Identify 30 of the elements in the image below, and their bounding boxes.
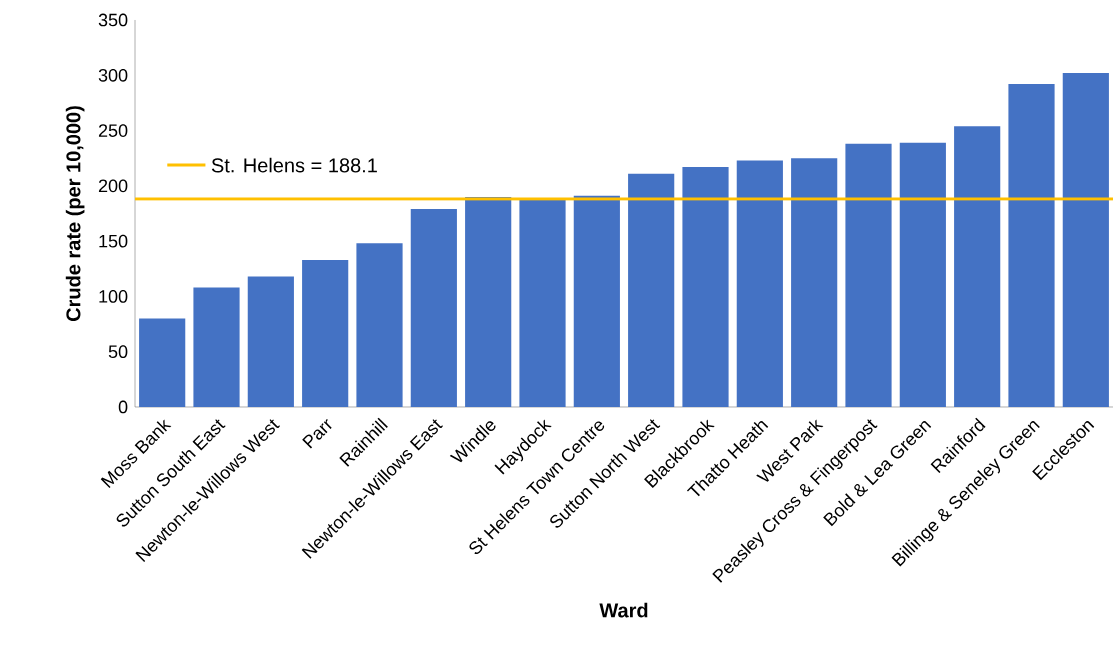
y-tick-label: 300 <box>98 68 128 82</box>
bar <box>519 198 566 407</box>
bar <box>247 276 294 407</box>
bar <box>791 158 838 407</box>
x-axis-title: Ward <box>599 602 648 618</box>
bar <box>193 287 240 407</box>
bar <box>410 209 457 407</box>
y-tick-label: 50 <box>108 345 128 359</box>
y-tick-label: 200 <box>98 179 128 193</box>
bar <box>954 126 1001 407</box>
bar <box>356 243 403 407</box>
bar <box>899 142 946 407</box>
x-tick-label: Parr <box>302 418 332 449</box>
bar <box>139 318 186 407</box>
legend-label: St. Helens = 188.1 <box>211 157 377 173</box>
y-tick-label: 100 <box>99 290 128 303</box>
bar <box>302 259 349 407</box>
bar <box>845 143 892 407</box>
bar <box>736 160 783 407</box>
y-tick-label: 250 <box>98 124 128 137</box>
bar <box>628 173 675 407</box>
y-tick-label: 350 <box>98 13 128 27</box>
bar <box>465 196 512 407</box>
y-tick-label: 150 <box>99 234 128 248</box>
bar <box>682 167 729 407</box>
bar <box>1008 84 1055 407</box>
y-tick-label: 0 <box>118 400 128 414</box>
bar <box>1062 73 1109 407</box>
y-axis-title: Crude rate (per 10,000) <box>65 106 85 322</box>
bar <box>573 195 620 407</box>
